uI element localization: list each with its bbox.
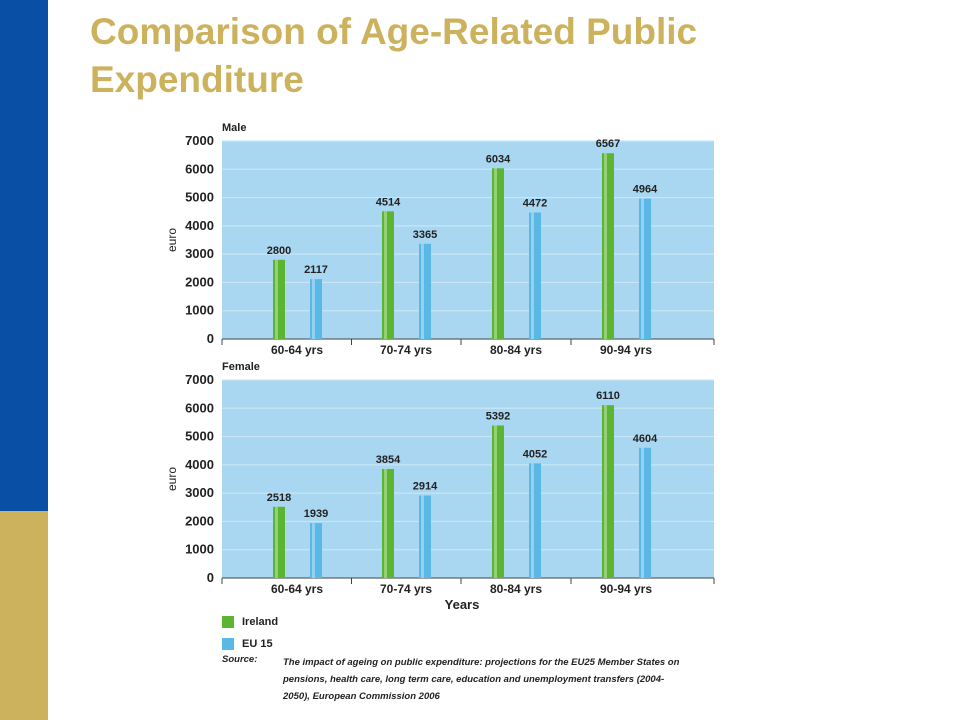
panel-1-bar-highlight bbox=[421, 495, 424, 578]
legend-swatch-eu15 bbox=[222, 638, 234, 650]
panel-0-panel-title: Male bbox=[222, 122, 246, 134]
panel-1-category-label: 80-84 yrs bbox=[490, 582, 542, 596]
panel-1-y-tick-label: 4000 bbox=[185, 457, 214, 472]
panel-1-plot-background bbox=[222, 380, 714, 578]
chart-legend: Ireland EU 15 bbox=[222, 611, 278, 655]
panel-1-y-tick-label: 2000 bbox=[185, 513, 214, 528]
panel-0-y-tick-label: 1000 bbox=[185, 303, 214, 318]
legend-label-ireland: Ireland bbox=[242, 616, 279, 628]
legend-item-ireland: Ireland bbox=[222, 611, 278, 633]
panel-0-data-label: 2800 bbox=[267, 245, 291, 257]
panel-1-bar-eu15 bbox=[419, 495, 431, 578]
panel-1-x-axis-label: Years bbox=[445, 597, 480, 612]
panel-1-data-label: 4604 bbox=[633, 433, 658, 445]
panel-1-bar-eu15 bbox=[310, 523, 322, 578]
panel-0-bar-highlight bbox=[312, 279, 315, 339]
panel-1-data-label: 6110 bbox=[596, 390, 620, 402]
sidebar-accent-gold bbox=[0, 511, 48, 720]
panel-1-bar-highlight bbox=[312, 523, 315, 578]
panel-0-data-label: 4964 bbox=[633, 184, 658, 196]
panel-1-category-label: 60-64 yrs bbox=[271, 582, 323, 596]
panel-0-bar-highlight bbox=[384, 211, 387, 339]
panel-0-bar-highlight bbox=[531, 212, 534, 339]
panel-0-data-label: 4472 bbox=[523, 198, 547, 210]
panel-0-y-tick-label: 7000 bbox=[185, 133, 214, 148]
panel-1-category-label: 90-94 yrs bbox=[600, 582, 652, 596]
panel-1-y-tick-label: 1000 bbox=[185, 542, 214, 557]
panel-1-bar-highlight bbox=[641, 447, 644, 578]
panel-1-y-tick-label: 0 bbox=[207, 570, 214, 585]
panel-1-panel-title: Female bbox=[222, 361, 260, 373]
panel-0-y-axis-label: euro bbox=[165, 228, 179, 252]
panel-1-bar-eu15 bbox=[529, 463, 541, 578]
panel-0-category-label: 70-74 yrs bbox=[380, 343, 432, 357]
panel-1-y-tick-label: 3000 bbox=[185, 485, 214, 500]
panel-0-bar-eu15 bbox=[310, 279, 322, 339]
legend-item-eu15: EU 15 bbox=[222, 633, 278, 655]
panel-0-bar-ireland bbox=[602, 153, 614, 339]
panel-1-bar-ireland bbox=[602, 405, 614, 578]
panel-1-data-label: 2518 bbox=[267, 492, 291, 504]
panel-0-category-label: 80-84 yrs bbox=[490, 343, 542, 357]
panel-1-bar-ireland bbox=[273, 506, 285, 578]
source-text: The impact of ageing on public expenditu… bbox=[283, 657, 680, 702]
panel-1-data-label: 2914 bbox=[413, 481, 438, 493]
panel-1-data-label: 1939 bbox=[304, 508, 328, 520]
panel-1-bar-highlight bbox=[275, 506, 278, 578]
panel-1-data-label: 4052 bbox=[523, 448, 547, 460]
panel-0-y-tick-label: 0 bbox=[207, 331, 214, 346]
panel-1-y-tick-label: 6000 bbox=[185, 400, 214, 415]
panel-1-bar-ireland bbox=[492, 425, 504, 578]
legend-swatch-ireland bbox=[222, 616, 234, 628]
panel-0-data-label: 3365 bbox=[413, 229, 437, 241]
panel-1-bar-highlight bbox=[494, 425, 497, 578]
panel-0-y-tick-label: 2000 bbox=[185, 274, 214, 289]
panel-1-data-label: 5392 bbox=[486, 410, 510, 422]
panel-0-bar-highlight bbox=[421, 243, 424, 339]
panel-1-y-tick-label: 7000 bbox=[185, 372, 214, 387]
panel-1-bar-highlight bbox=[384, 468, 387, 578]
panel-0-bar-highlight bbox=[494, 168, 497, 339]
legend-label-eu15: EU 15 bbox=[242, 638, 273, 650]
panel-0-bar-ireland bbox=[382, 211, 394, 339]
panel-0-data-label: 2117 bbox=[304, 264, 328, 276]
panel-0-bar-ireland bbox=[492, 168, 504, 339]
panel-0-y-tick-label: 3000 bbox=[185, 246, 214, 261]
panel-0-bar-ireland bbox=[273, 259, 285, 339]
panel-0-bar-eu15 bbox=[639, 198, 651, 339]
panel-0-bar-highlight bbox=[604, 153, 607, 339]
panel-1-bar-highlight bbox=[531, 463, 534, 578]
panel-1-y-tick-label: 5000 bbox=[185, 429, 214, 444]
panel-0-plot-background bbox=[222, 141, 714, 339]
panel-0-category-label: 90-94 yrs bbox=[600, 343, 652, 357]
panel-1-bar-eu15 bbox=[639, 447, 651, 578]
panel-1-bar-ireland bbox=[382, 468, 394, 578]
panel-0-bar-eu15 bbox=[419, 243, 431, 339]
sidebar-accent-blue bbox=[0, 0, 48, 511]
panel-1-data-label: 3854 bbox=[376, 454, 401, 466]
panel-1-category-label: 70-74 yrs bbox=[380, 582, 432, 596]
panel-1-y-axis-label: euro bbox=[165, 467, 179, 491]
panel-0-bar-highlight bbox=[641, 198, 644, 339]
panel-0-category-label: 60-64 yrs bbox=[271, 343, 323, 357]
panel-0-data-label: 6034 bbox=[486, 153, 511, 165]
panel-0-data-label: 6567 bbox=[596, 138, 620, 150]
panel-0-y-tick-label: 6000 bbox=[185, 161, 214, 176]
source-label: Source: bbox=[222, 654, 258, 665]
panel-0-y-tick-label: 5000 bbox=[185, 190, 214, 205]
panel-0-y-tick-label: 4000 bbox=[185, 218, 214, 233]
panel-0-bar-eu15 bbox=[529, 212, 541, 339]
panel-1-bar-highlight bbox=[604, 405, 607, 578]
panel-0-bar-highlight bbox=[275, 259, 278, 339]
slide-title: Comparison of Age-Related Public Expendi… bbox=[90, 11, 698, 100]
panel-0-data-label: 4514 bbox=[376, 196, 401, 208]
